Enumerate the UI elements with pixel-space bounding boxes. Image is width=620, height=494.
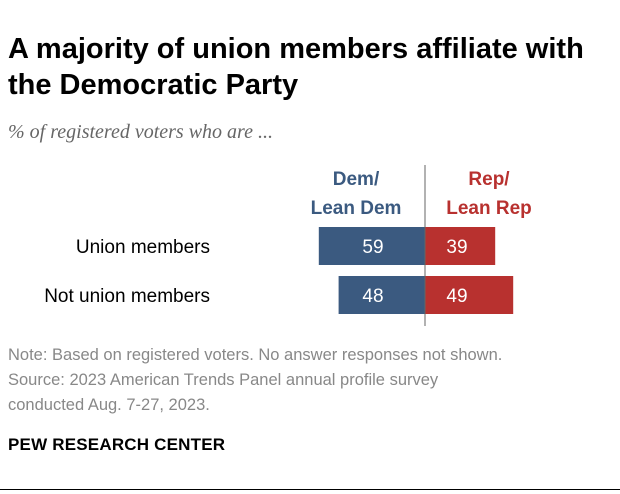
dem-value-label: 48 [362, 286, 383, 307]
pew-brand-label: PEW RESEARCH CENTER [8, 435, 226, 454]
rep-value-label: 39 [446, 237, 467, 258]
rep-bar [425, 276, 514, 314]
category-label: Not union members [44, 286, 210, 307]
dem-header-line: Lean Dem [311, 198, 402, 219]
category-label: Union members [76, 237, 210, 258]
rep-bar [425, 227, 496, 265]
rep-value-label: 49 [446, 286, 467, 307]
diverging-bar-chart: Dem/Lean Dem Rep/Lean Rep Union members 59… [44, 165, 532, 326]
chart-rows: Union members 59 39 Not union members 48 49 [44, 227, 514, 314]
rep-header-line: Lean Rep [446, 198, 532, 219]
source-note: Note: Based on registered voters. No ans… [8, 343, 613, 418]
source-date-line: conducted Aug. 7-27, 2023. [8, 396, 210, 414]
source-line: Source: 2023 American Trends Panel annua… [8, 371, 439, 389]
dem-value-label: 59 [362, 237, 383, 258]
chart-subtitle: % of registered voters who are ... [8, 121, 273, 143]
dem-header-line: Dem/ [333, 169, 380, 190]
dem-bar [338, 276, 425, 314]
chart-title: A majority of union members affiliate wi… [8, 33, 584, 101]
bottom-rule [0, 489, 620, 490]
rep-header-line: Rep/ [468, 169, 510, 190]
column-headers: Dem/Lean Dem Rep/Lean Rep [311, 169, 532, 219]
note-line: Note: Based on registered voters. No ans… [8, 346, 503, 364]
dem-bar [318, 227, 425, 265]
